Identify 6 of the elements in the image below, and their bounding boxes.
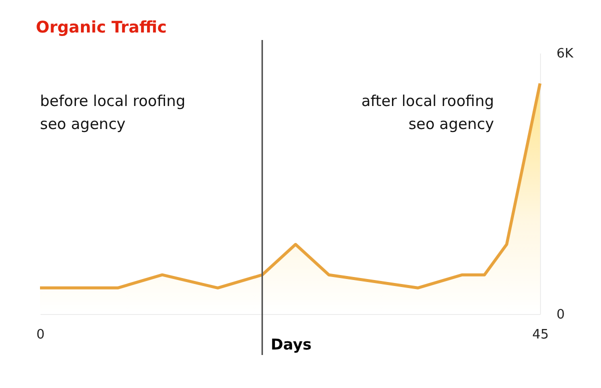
x-axis-title: Days: [270, 336, 312, 354]
x-tick-label: 45: [532, 328, 549, 342]
annotation: before local roofing seo agency: [40, 92, 186, 133]
annotation: after local roofing seo agency: [361, 92, 494, 133]
chart-title: Organic Traffic: [36, 17, 167, 36]
y-tick-label: 6K: [556, 46, 574, 62]
